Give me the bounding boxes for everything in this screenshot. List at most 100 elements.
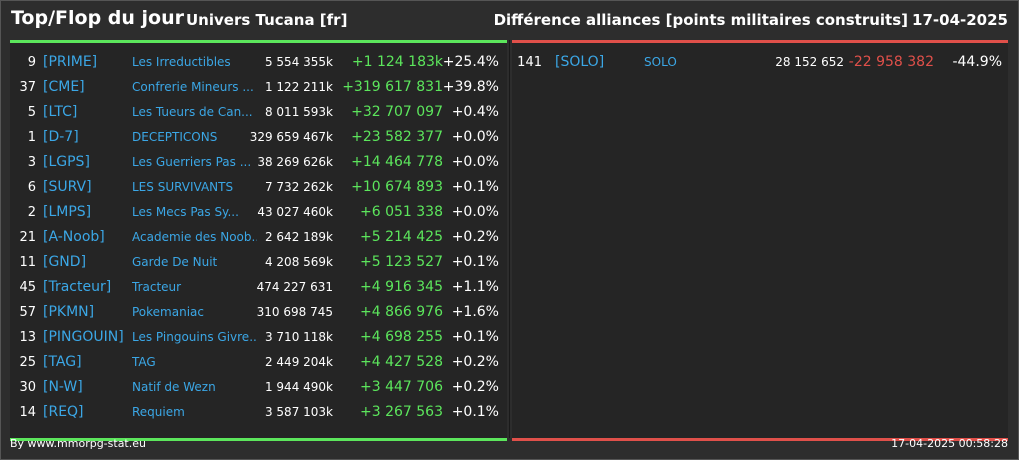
table-row: 13 [PINGOUIN] Les Pingouins Givre... 3 710 … xyxy=(10,325,507,350)
diff-cell: +4 916 345 xyxy=(360,279,443,295)
footer-source[interactable]: By www.mmorpg-stat.eu xyxy=(10,437,146,450)
rank-cell: 30 xyxy=(19,380,36,395)
total-cell: 1 122 211k xyxy=(264,80,333,94)
alliance-name-link[interactable]: Requiem xyxy=(132,405,185,419)
percent-cell: +39.8% xyxy=(442,79,499,95)
alliance-tag-link[interactable]: [TAG] xyxy=(43,354,82,370)
date-label: 17-04-2025 xyxy=(912,11,1008,29)
diff-cell: +3 267 563 xyxy=(360,404,443,420)
total-cell: 329 659 467k xyxy=(249,130,333,144)
alliance-tag-link[interactable]: [SURV] xyxy=(43,179,92,195)
percent-cell: -44.9% xyxy=(952,54,1002,70)
diff-cell: +4 427 528 xyxy=(360,354,443,370)
alliance-name-link[interactable]: Tracteur xyxy=(132,280,182,294)
alliance-name-link[interactable]: Les Tueurs de Can... xyxy=(132,105,253,119)
header: Top/Flop du jour Univers Tucana [fr] Dif… xyxy=(0,0,1019,40)
rank-cell: 5 xyxy=(27,105,36,120)
diff-cell: +3 447 706 xyxy=(360,379,443,395)
table-row: 3 [LGPS] Les Guerriers Pas ... 38 269 626k +… xyxy=(10,150,507,175)
percent-cell: +0.2% xyxy=(451,379,499,395)
table-row: 11 [GND] Garde De Nuit 4 208 569k +5 123 527… xyxy=(10,250,507,275)
alliance-tag-link[interactable]: [PKMN] xyxy=(43,304,95,320)
alliance-tag-link[interactable]: [CME] xyxy=(43,79,85,95)
table-row: 30 [N-W] Natif de Wezn 1 944 490k +3 447 706… xyxy=(10,375,507,400)
table-row: 141 [SOLO] SOLO 28 152 652 -22 958 382 -44.9% xyxy=(512,50,1008,75)
alliance-name-link[interactable]: LES SURVIVANTS xyxy=(132,180,234,194)
alliance-name-link[interactable]: Les Irreductibles xyxy=(132,55,231,69)
rank-cell: 11 xyxy=(19,255,36,270)
table-row: 2 [LMPS] Les Mecs Pas Sy... 43 027 460k +6 0… xyxy=(10,200,507,225)
page-title: Top/Flop du jour xyxy=(11,7,184,29)
percent-cell: +0.2% xyxy=(451,354,499,370)
diff-cell: +32 707 097 xyxy=(351,104,443,120)
table-row: 21 [A-Noob] Academie des Noob... 2 642 189k… xyxy=(10,225,507,250)
footer-timestamp: 17-04-2025 00:58:28 xyxy=(891,437,1008,450)
rank-cell: 141 xyxy=(517,55,542,70)
percent-cell: +0.1% xyxy=(451,254,499,270)
alliance-tag-link[interactable]: [N-W] xyxy=(43,379,83,395)
percent-cell: +0.4% xyxy=(451,104,499,120)
table-row: 9 [PRIME] Les Irreductibles 5 554 355k +1 12… xyxy=(10,50,507,75)
rank-cell: 1 xyxy=(27,130,36,145)
diff-cell: +4 698 255 xyxy=(360,329,443,345)
alliance-tag-link[interactable]: [LGPS] xyxy=(43,154,90,170)
universe-label: Univers Tucana [fr] xyxy=(186,11,348,29)
alliance-tag-link[interactable]: [SOLO] xyxy=(555,54,605,70)
alliance-tag-link[interactable]: [PINGOUIN] xyxy=(43,329,124,345)
percent-cell: +1.6% xyxy=(451,304,499,320)
percent-cell: +0.1% xyxy=(451,404,499,420)
rank-cell: 57 xyxy=(19,305,36,320)
total-cell: 3 587 103k xyxy=(264,405,333,419)
alliance-tag-link[interactable]: [A-Noob] xyxy=(43,229,105,245)
table-row: 1 [D-7] DECEPTICONS 329 659 467k +23 582 377… xyxy=(10,125,507,150)
alliance-tag-link[interactable]: [PRIME] xyxy=(43,54,98,70)
alliance-name-link[interactable]: Natif de Wezn xyxy=(132,380,216,394)
percent-cell: +0.0% xyxy=(451,154,499,170)
alliance-name-link[interactable]: DECEPTICONS xyxy=(132,130,218,144)
percent-cell: +0.2% xyxy=(451,229,499,245)
panel-divider xyxy=(509,40,510,438)
total-cell: 2 642 189k xyxy=(264,230,333,244)
rank-cell: 21 xyxy=(19,230,36,245)
alliance-name-link[interactable]: Les Guerriers Pas ... xyxy=(132,155,252,169)
alliance-name-link[interactable]: Confrerie Mineurs ... xyxy=(132,80,254,94)
alliance-tag-link[interactable]: [GND] xyxy=(43,254,87,270)
total-cell: 8 011 593k xyxy=(264,105,333,119)
total-cell: 38 269 626k xyxy=(257,155,333,169)
rank-cell: 3 xyxy=(27,155,36,170)
diff-cell: +1 124 183k xyxy=(351,54,443,70)
alliance-name-link[interactable]: Les Pingouins Givre... xyxy=(132,330,257,344)
table-row: 14 [REQ] Requiem 3 587 103k +3 267 563 +0.1% xyxy=(10,400,507,425)
alliance-name-link[interactable]: Les Mecs Pas Sy... xyxy=(132,205,239,219)
rank-cell: 13 xyxy=(19,330,36,345)
alliance-name-link[interactable]: Garde De Nuit xyxy=(132,255,218,269)
diff-cell: -22 958 382 xyxy=(848,54,934,70)
total-cell: 3 710 118k xyxy=(264,330,333,344)
rank-cell: 2 xyxy=(27,205,36,220)
percent-cell: +25.4% xyxy=(442,54,499,70)
alliance-name-link[interactable]: SOLO xyxy=(644,55,677,69)
rank-cell: 37 xyxy=(19,80,36,95)
total-cell: 5 554 355k xyxy=(264,55,333,69)
alliance-tag-link[interactable]: [Tracteur] xyxy=(43,279,112,295)
rank-cell: 25 xyxy=(19,355,36,370)
alliance-name-link[interactable]: Academie des Noob... xyxy=(132,230,257,244)
alliance-tag-link[interactable]: [D-7] xyxy=(43,129,79,145)
diff-cell: +319 617 831 xyxy=(342,79,443,95)
percent-cell: +0.1% xyxy=(451,179,499,195)
total-cell: 2 449 204k xyxy=(264,355,333,369)
alliance-name-link[interactable]: TAG xyxy=(132,355,156,369)
diff-cell: +4 866 976 xyxy=(360,304,443,320)
subtitle: Différence alliances [points militaires … xyxy=(493,11,908,29)
table-row: 6 [SURV] LES SURVIVANTS 7 732 262k +10 674 8… xyxy=(10,175,507,200)
percent-cell: +1.1% xyxy=(451,279,499,295)
table-row: 25 [TAG] TAG 2 449 204k +4 427 528 +0.2% xyxy=(10,350,507,375)
diff-cell: +14 464 778 xyxy=(351,154,443,170)
alliance-name-link[interactable]: Pokemaniac xyxy=(132,305,204,319)
alliance-tag-link[interactable]: [REQ] xyxy=(43,404,84,420)
total-cell: 28 152 652 xyxy=(775,55,844,69)
diff-cell: +23 582 377 xyxy=(351,129,443,145)
alliance-tag-link[interactable]: [LTC] xyxy=(43,104,78,120)
alliance-tag-link[interactable]: [LMPS] xyxy=(43,204,92,220)
flop-panel: 141 [SOLO] SOLO 28 152 652 -22 958 382 -44.9% xyxy=(512,40,1008,441)
